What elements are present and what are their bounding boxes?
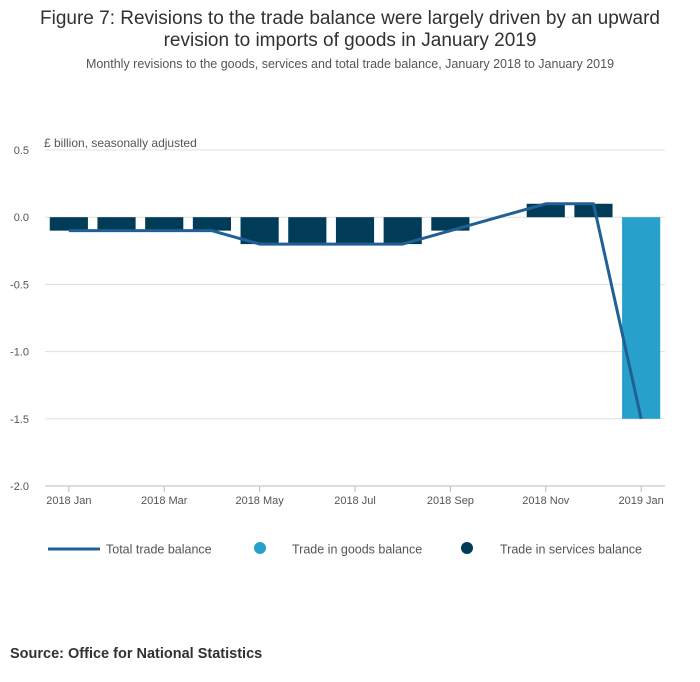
bar-trade-in-services-balance-1 — [97, 217, 136, 231]
legend-label-trade-in-services-balance: Trade in services balance — [500, 543, 642, 557]
chart-title-line-1: Figure 7: Revisions to the trade balance… — [40, 8, 660, 29]
x-tick-label: 2018 Jul — [334, 495, 376, 507]
x-tick-label: 2018 Mar — [141, 495, 188, 507]
bar-trade-in-services-balance-8 — [431, 217, 470, 231]
chart-title-line-2: revision to imports of goods in January … — [163, 30, 537, 51]
chart-subtitle: Monthly revisions to the goods, services… — [85, 57, 615, 71]
y-tick-label: -1.5 — [10, 414, 29, 426]
x-tick-label: 2018 May — [235, 495, 284, 507]
bar-trade-in-services-balance-10 — [526, 203, 565, 218]
y-tick-label: 0.0 — [14, 212, 29, 224]
chart-title: Figure 7: Revisions to the trade balance… — [0, 8, 700, 52]
bar-trade-in-services-balance-2 — [145, 217, 184, 231]
total-trade-balance-line — [68, 202, 643, 420]
x-tick-label: 2018 Sep — [427, 495, 474, 507]
trade-balance-chart: 0.5 0.0 -0.5 -1.0 -1.5 -2.0 £ billion, seasona… — [10, 136, 665, 557]
bar-trade-in-services-balance-3 — [192, 217, 231, 231]
bar-trade-in-services-balance-0 — [49, 217, 88, 231]
y-axis-unit-label: £ billion, seasonally adjusted — [44, 136, 197, 150]
legend-label-total-trade-balance: Total trade balance — [106, 543, 212, 557]
x-tick-label: 2019 Jan — [619, 495, 664, 507]
x-tick-label: 2018 Nov — [522, 495, 570, 507]
x-tick-label: 2018 Jan — [46, 495, 91, 507]
legend-swatch-trade-in-goods-balance — [254, 542, 266, 554]
bar-trade-in-services-balance-6 — [335, 217, 375, 245]
bar-trade-in-goods-balance-12 — [622, 217, 661, 419]
y-tick-label: 0.5 — [14, 145, 29, 157]
source-note: Source: Office for National Statistics — [10, 646, 263, 662]
legend-swatch-trade-in-services-balance — [461, 542, 473, 554]
y-tick-label: -1.0 — [10, 347, 29, 359]
legend-label-trade-in-goods-balance: Trade in goods balance — [292, 543, 422, 557]
y-tick-label: -0.5 — [10, 279, 29, 291]
bar-trade-in-services-balance-5 — [288, 217, 327, 245]
y-tick-label: -2.0 — [10, 481, 29, 493]
